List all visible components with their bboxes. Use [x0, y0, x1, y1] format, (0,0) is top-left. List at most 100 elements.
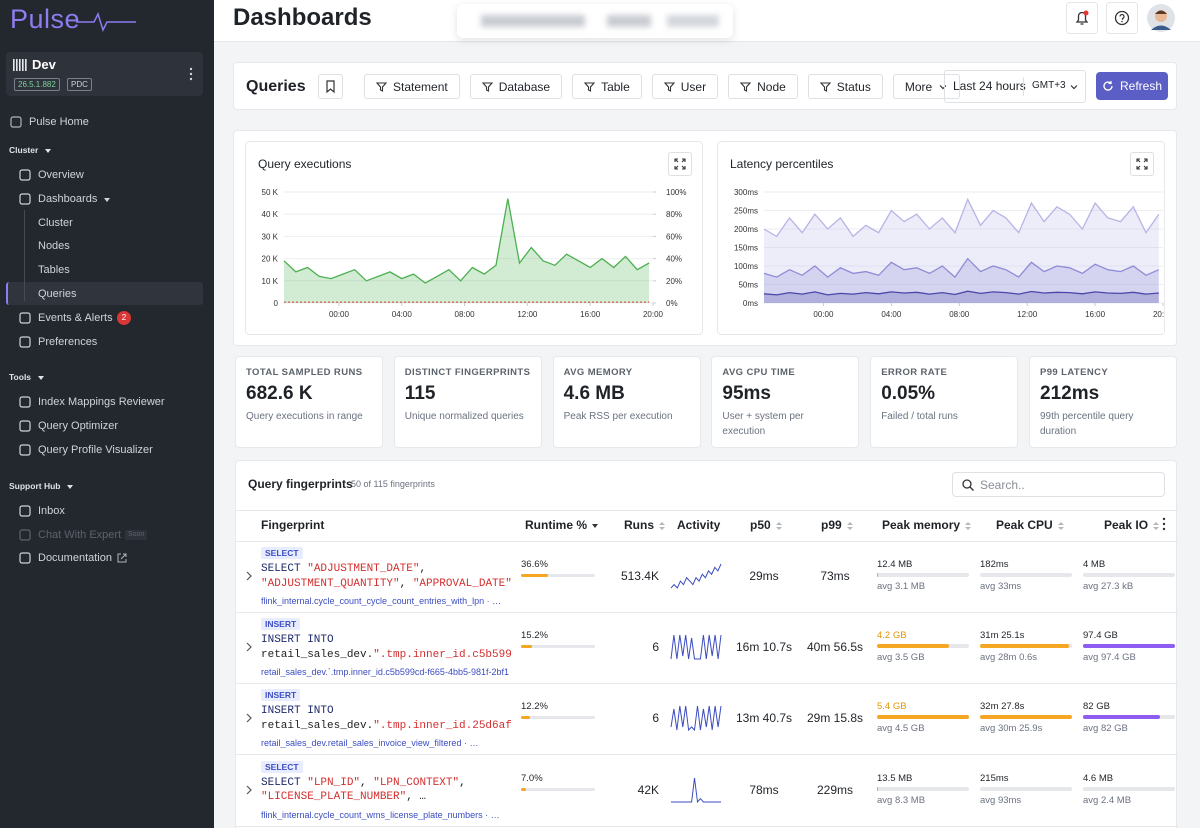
nav-item[interactable]: Cluster [38, 216, 73, 229]
filter-button[interactable]: Database [469, 74, 563, 99]
y-tick-label: 300ms [734, 188, 758, 197]
time-range[interactable]: Last 24 hours GMT+3 [944, 70, 1086, 103]
env-icon-bar [19, 59, 21, 71]
query-source[interactable]: retail_sales_dev.`.tmp.inner_id.c5b599cd… [261, 667, 509, 678]
code-token: , [360, 776, 374, 789]
search-box[interactable]: Search.. [952, 472, 1165, 497]
y-tick-label: 10 K [262, 277, 279, 286]
column-header[interactable]: Peak memory [882, 518, 961, 532]
nav-item[interactable]: Dashboards [38, 192, 98, 205]
column-header[interactable]: Runtime % [525, 518, 588, 532]
sort-down [659, 527, 665, 530]
column-header[interactable]: Fingerprint [261, 518, 325, 532]
memory-avg: avg 8.3 MB [877, 794, 926, 806]
filter-button[interactable]: Node [728, 74, 798, 99]
dot [1162, 517, 1166, 521]
nav-item: Chat With Expert [38, 528, 122, 541]
section-title[interactable]: Support Hub [9, 480, 61, 491]
chevron [246, 785, 252, 795]
column-header[interactable]: Peak IO [1104, 518, 1149, 532]
funnel-shape [376, 82, 387, 92]
table-title: Query fingerprints [248, 477, 353, 491]
column-header[interactable]: Runs [624, 518, 654, 532]
section-title[interactable]: Tools [9, 372, 32, 383]
x-tick-label: 08:00 [455, 310, 476, 319]
refresh-button[interactable]: Refresh [1096, 72, 1168, 100]
runtime-bar [521, 787, 527, 791]
column-header[interactable]: Activity [677, 518, 721, 532]
nav-item[interactable]: Pulse Home [29, 116, 89, 128]
sparkline-line [670, 706, 722, 732]
chart-title: Query executions [258, 157, 352, 171]
sparkline [670, 635, 722, 660]
code-token: , … [406, 791, 427, 804]
nav-item[interactable]: Tables [38, 264, 70, 277]
notification-button[interactable] [1066, 2, 1098, 34]
filter-label: Status [836, 79, 871, 94]
filter-icon [740, 82, 752, 92]
stat-note: Failed / total runs [881, 411, 958, 422]
nav-item[interactable]: Query Profile Visualizer [38, 444, 153, 456]
cpu-track [980, 786, 1072, 791]
expand-row[interactable] [245, 571, 253, 581]
query-line: INSERT INTO [261, 634, 511, 646]
row-rule [236, 825, 1178, 827]
nav-icon [19, 420, 31, 432]
help-button[interactable] [1106, 2, 1138, 34]
bookmark-button[interactable] [318, 74, 343, 99]
nav-icon [19, 528, 31, 541]
filter-button[interactable]: Status [807, 74, 883, 99]
avatar[interactable] [1146, 3, 1176, 33]
sort-icon [592, 524, 598, 528]
y2-tick-label: 80% [666, 210, 682, 219]
stat-value: 682.6 K [246, 383, 313, 404]
env-card[interactable]: Dev 26.5.1.882 PDC [6, 52, 203, 96]
nav-item[interactable]: Query Optimizer [38, 420, 119, 433]
expand-button[interactable] [668, 152, 692, 176]
dot [189, 67, 193, 71]
filter-button[interactable]: Table [572, 74, 642, 99]
query-source[interactable]: retail_sales_dev.retail_sales_invoice_vi… [261, 738, 479, 749]
column-header[interactable]: p50 [750, 518, 771, 532]
column-header[interactable]: Peak CPU [996, 518, 1053, 532]
expand-row[interactable] [245, 785, 253, 795]
x-tick-label: 16:00 [1085, 310, 1106, 319]
query-source[interactable]: flink_internal.cycle_count_cycle_count_e… [261, 596, 502, 606]
expand-button[interactable] [1130, 152, 1154, 176]
nav-item[interactable]: Inbox [38, 504, 65, 517]
expand-row[interactable] [245, 713, 253, 723]
column-header[interactable]: p99 [821, 518, 842, 532]
caret [104, 197, 110, 202]
memory-avg: avg 3.1 MB [877, 581, 926, 592]
nav-item[interactable]: Overview [38, 169, 84, 181]
icon [19, 552, 31, 564]
filter-button[interactable]: Statement [364, 74, 460, 99]
filter-icon [376, 82, 387, 92]
area [284, 198, 650, 303]
icon [19, 396, 31, 408]
nav-item[interactable]: Nodes [38, 240, 70, 253]
filter-label: Node [757, 79, 786, 94]
sort-icon [659, 522, 665, 530]
code-token: "APPROVAL_DATE" [412, 577, 511, 590]
expand-row[interactable] [245, 642, 253, 652]
filter-button[interactable]: User [651, 74, 719, 99]
code-token: ".tmp.inner_id.c5b599… [373, 648, 511, 661]
stat-card: P99 LATENCY 212ms 99th percentile query du… [1029, 356, 1177, 448]
icon [19, 505, 31, 517]
nav-item[interactable]: Documentation [38, 552, 112, 565]
nav-item[interactable]: Preferences [38, 335, 98, 348]
y2-tick-label: 0% [666, 299, 678, 308]
chart: 0ms 50ms 100ms 150ms 200ms 250ms 300ms 00:00 04:… [734, 188, 1164, 319]
stat-card: AVG CPU TIME 95ms User + system per execut… [711, 356, 860, 448]
nav-item[interactable]: Queries [38, 288, 77, 300]
sort-down [965, 527, 971, 530]
x-tick-label: 04:00 [881, 310, 902, 319]
filter-button[interactable]: More [892, 74, 961, 99]
nav-item[interactable]: Index Mappings Reviewer [38, 396, 165, 409]
code-token: , [399, 577, 413, 590]
code-token: ".tmp.inner_id.25d6af… [373, 719, 511, 732]
nav-item[interactable]: Events & Alerts [38, 311, 113, 324]
query-source[interactable]: flink_internal.cycle_count_wms_license_p… [261, 809, 500, 820]
section-title[interactable]: Cluster [9, 145, 39, 155]
